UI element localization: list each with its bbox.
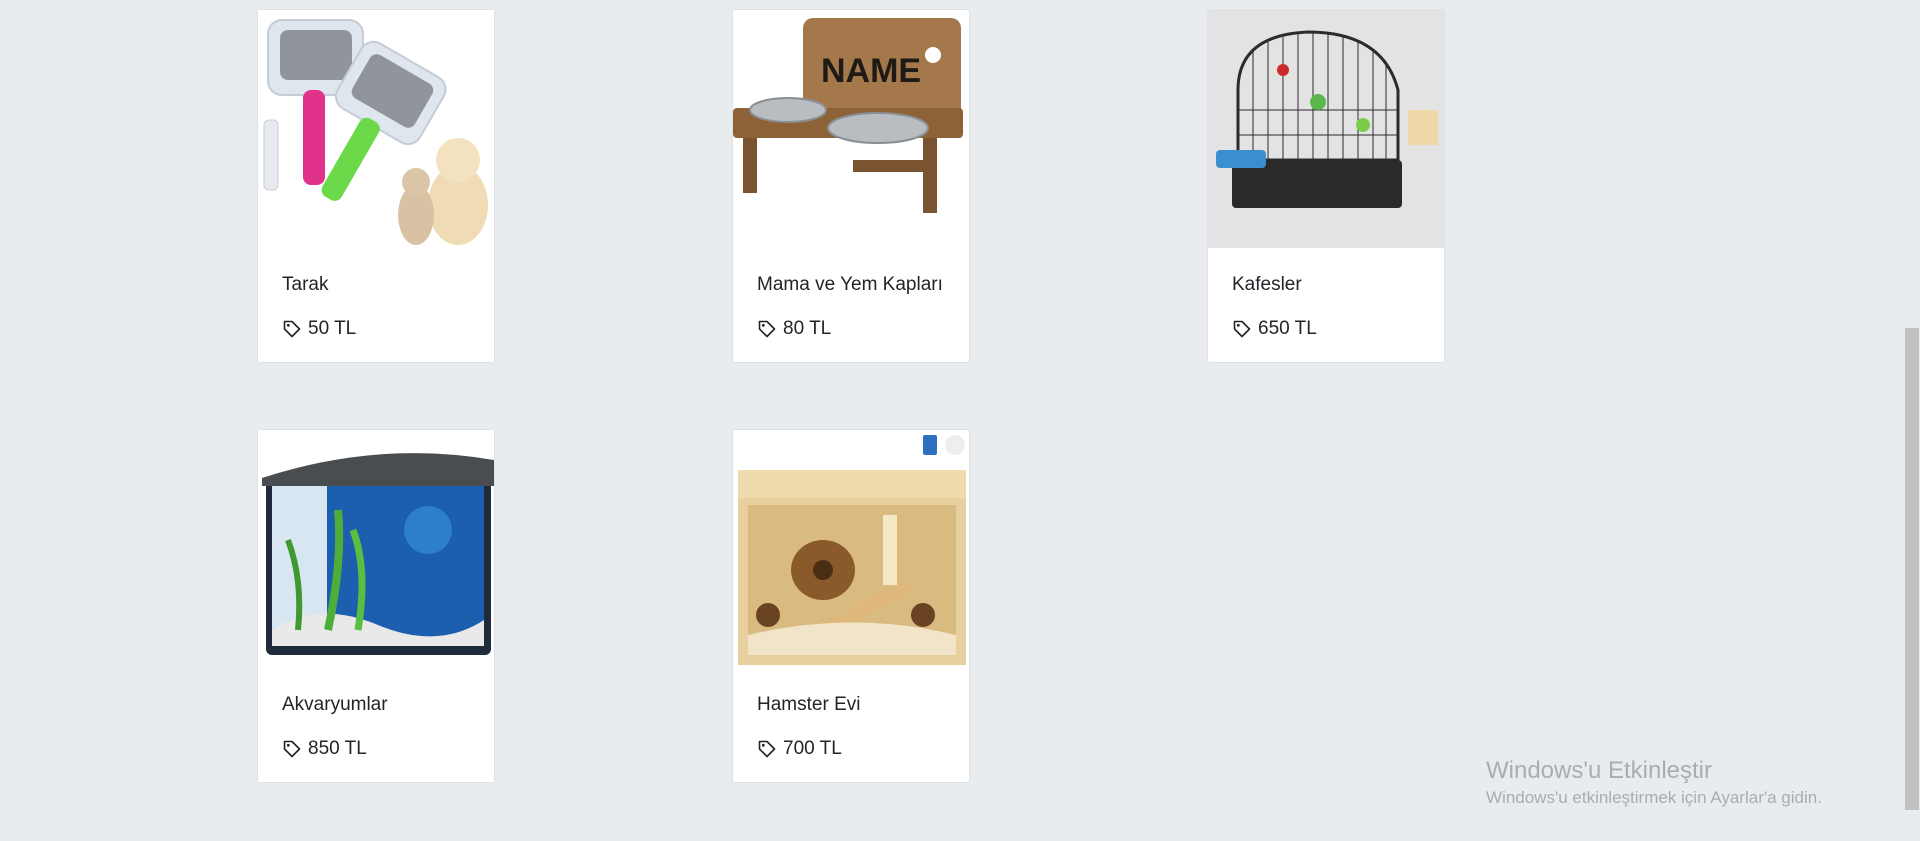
product-price-value: 50 TL: [308, 318, 357, 339]
vertical-scrollbar[interactable]: [1902, 0, 1920, 841]
price-tag-icon: [282, 319, 302, 339]
product-card-mama-ve-yem-kaplari[interactable]: NAME Mama ve Yem Kapları 80 TL: [732, 9, 970, 363]
product-card-tarak[interactable]: Tarak 50 TL: [257, 9, 495, 363]
product-card-kafesler[interactable]: Kafesler 650 TL: [1207, 9, 1445, 363]
product-price: 850 TL: [282, 738, 470, 760]
product-price-value: 700 TL: [783, 738, 842, 759]
product-title[interactable]: Mama ve Yem Kapları: [757, 274, 943, 295]
watermark-subtitle: Windows'u etkinleştirmek için Ayarlar'a …: [1486, 788, 1822, 807]
product-title[interactable]: Tarak: [282, 274, 329, 295]
product-image-bowl-stand[interactable]: NAME: [733, 10, 970, 248]
price-tag-icon: [757, 739, 777, 759]
product-card-hamster-evi[interactable]: Hamster Evi 700 TL: [732, 429, 970, 783]
product-image-bird-cage[interactable]: [1208, 10, 1445, 248]
watermark-title: Windows'u Etkinleştir: [1486, 757, 1712, 784]
product-title[interactable]: Hamster Evi: [757, 694, 861, 715]
product-price: 650 TL: [1232, 318, 1420, 340]
product-image-comb[interactable]: [258, 10, 495, 248]
price-tag-icon: [757, 319, 777, 339]
product-price-value: 650 TL: [1258, 318, 1317, 339]
product-image-aquarium[interactable]: [258, 430, 495, 668]
product-card-akvaryumlar[interactable]: Akvaryumlar 850 TL: [257, 429, 495, 783]
scrollbar-thumb[interactable]: [1905, 328, 1919, 810]
product-price: 50 TL: [282, 318, 470, 340]
product-price: 700 TL: [757, 738, 945, 760]
windows-activation-watermark: Windows'u Etkinleştir Windows'u etkinleş…: [1486, 756, 1822, 810]
bowl-stand-name-engraving: NAME: [821, 52, 921, 90]
product-title[interactable]: Kafesler: [1232, 274, 1302, 295]
product-title[interactable]: Akvaryumlar: [282, 694, 388, 715]
product-price-value: 850 TL: [308, 738, 367, 759]
product-price-value: 80 TL: [783, 318, 832, 339]
price-tag-icon: [1232, 319, 1252, 339]
price-tag-icon: [282, 739, 302, 759]
product-price: 80 TL: [757, 318, 945, 340]
product-image-hamster-house[interactable]: [733, 430, 970, 668]
